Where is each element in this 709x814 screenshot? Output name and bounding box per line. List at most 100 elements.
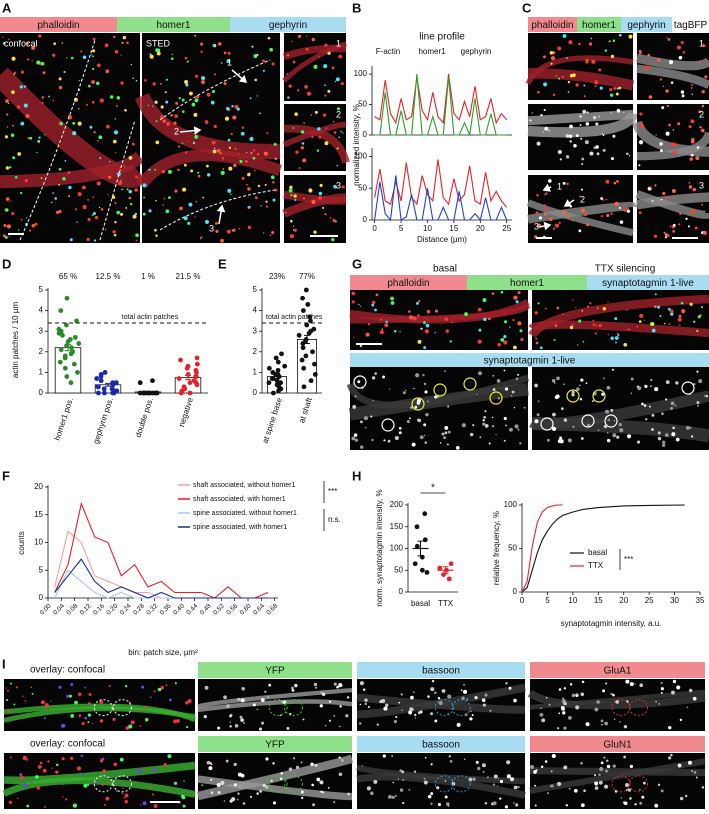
punctum [5, 208, 9, 212]
data-point [274, 378, 280, 384]
punctum [619, 721, 621, 723]
punctum [581, 163, 584, 166]
punctum [80, 754, 84, 758]
punctum [610, 692, 613, 696]
punctum [562, 697, 564, 700]
punctum [351, 291, 356, 296]
punctum [616, 435, 620, 439]
punctum [627, 328, 630, 331]
punctum [623, 342, 628, 347]
punctum [606, 432, 609, 434]
data-point [68, 351, 74, 357]
punctum [113, 35, 116, 39]
arrow-label: 2 [580, 194, 585, 204]
punctum [674, 404, 677, 407]
punctum [11, 211, 15, 216]
punctum [423, 423, 427, 427]
punctum [626, 308, 629, 311]
punctum [91, 80, 95, 84]
punctum [578, 319, 582, 323]
punctum [371, 376, 376, 380]
punctum [546, 438, 550, 442]
punctum [206, 164, 209, 168]
punctum [258, 727, 263, 731]
punctum [170, 57, 174, 60]
punctum [334, 80, 337, 83]
punctum [16, 105, 21, 109]
punctum [546, 792, 550, 795]
punctum [167, 754, 172, 759]
error-bar [105, 382, 111, 387]
roi-outline [93, 699, 113, 717]
punctum [63, 70, 66, 74]
punctum [651, 427, 654, 431]
punctum [544, 193, 546, 196]
punctum [567, 715, 572, 720]
roi-circle [592, 389, 606, 403]
punctum [77, 121, 82, 126]
punctum [441, 689, 446, 693]
punctum [100, 208, 104, 211]
punctum [211, 140, 216, 145]
channel-label: phalloidin [387, 278, 429, 289]
x-tick-label: 10 [423, 224, 432, 233]
punctum [536, 193, 539, 197]
punctum [92, 212, 96, 216]
scale-bar [8, 233, 24, 235]
punctum [701, 90, 705, 94]
punctum [42, 768, 47, 773]
channel-header [587, 275, 709, 290]
punctum [385, 320, 388, 323]
punctum [677, 763, 682, 768]
punctum [221, 157, 225, 160]
inset-label: 2 [336, 109, 341, 119]
punctum [643, 319, 646, 321]
punctum [58, 167, 62, 171]
punctum [248, 205, 251, 209]
punctum [444, 431, 448, 435]
panel-letter: H [352, 468, 361, 483]
inset-label: 3 [699, 180, 704, 190]
punctum [418, 300, 421, 303]
punctum [212, 149, 217, 154]
roi-circle [463, 377, 477, 391]
punctum [23, 783, 28, 788]
punctum [576, 387, 580, 391]
punctum [72, 121, 76, 125]
x-tick-label: 0.52 [212, 602, 226, 616]
punctum [567, 90, 570, 93]
punctum [103, 804, 106, 806]
punctum [606, 385, 611, 390]
punctum [96, 181, 101, 186]
channel-header [467, 275, 587, 290]
punctum [544, 204, 546, 206]
legend-label: spine associated, with homer1 [193, 524, 287, 531]
punctum [509, 326, 511, 328]
punctum [252, 703, 256, 707]
punctum [557, 727, 560, 730]
punctum [213, 73, 217, 76]
punctum [408, 710, 413, 715]
punctum [689, 427, 692, 429]
punctum [469, 717, 473, 721]
punctum [388, 388, 391, 390]
data-point [64, 295, 70, 301]
data-point [300, 345, 306, 351]
punctum [298, 167, 301, 169]
punctum [585, 722, 590, 727]
punctum [365, 332, 370, 337]
punctum [256, 708, 258, 711]
micrograph [346, 367, 529, 450]
punctum [587, 423, 591, 427]
punctum [482, 422, 486, 426]
punctum [379, 330, 384, 335]
punctum [497, 342, 501, 347]
punctum [447, 443, 449, 446]
punctum [431, 679, 435, 683]
punctum [201, 80, 205, 85]
punctum [316, 777, 321, 782]
punctum [672, 129, 674, 131]
x-tick-label: 0.16 [92, 602, 106, 616]
punctum [672, 223, 676, 227]
